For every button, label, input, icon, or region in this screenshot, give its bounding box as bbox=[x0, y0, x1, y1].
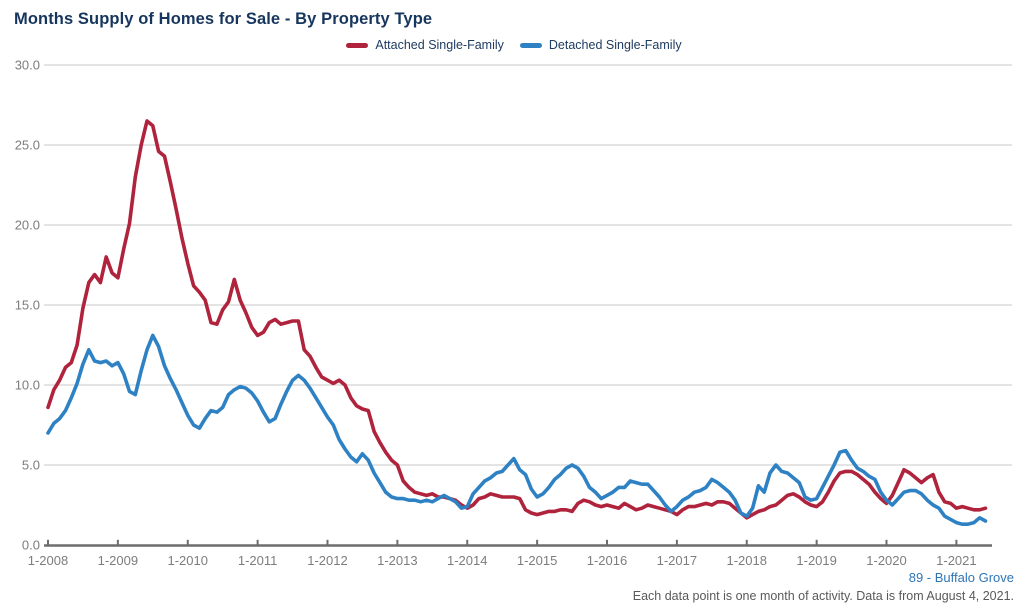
chart-footer: 89 - Buffalo Grove Each data point is on… bbox=[633, 568, 1014, 606]
x-tick-label: 1-2017 bbox=[657, 553, 697, 568]
y-tick-label: 15.0 bbox=[15, 298, 40, 313]
x-tick-label: 1-2014 bbox=[447, 553, 487, 568]
data-note: Each data point is one month of activity… bbox=[632, 589, 1014, 603]
y-tick-label: 30.0 bbox=[15, 58, 40, 73]
report-name-link[interactable]: 89 - Buffalo Grove bbox=[908, 570, 1014, 585]
y-tick-label: 10.0 bbox=[15, 378, 40, 393]
chart-title: Months Supply of Homes for Sale - By Pro… bbox=[14, 10, 433, 28]
x-tick-label: 1-2015 bbox=[517, 553, 557, 568]
x-tick-label: 1-2020 bbox=[866, 553, 906, 568]
x-tick-label: 1-2009 bbox=[98, 553, 138, 568]
y-tick-label: 20.0 bbox=[15, 218, 40, 233]
x-tick-label: 1-2021 bbox=[936, 553, 976, 568]
y-tick-label: 0.0 bbox=[22, 538, 40, 553]
x-tick-label: 1-2012 bbox=[307, 553, 347, 568]
x-tick-label: 1-2011 bbox=[238, 553, 278, 568]
series-line-attached bbox=[46, 119, 988, 520]
x-axis: 1-2008 1-2009 1-2010 1-2011 1-2012 1-2013 1-20… bbox=[28, 539, 992, 568]
y-tick-label: 25.0 bbox=[15, 138, 40, 153]
y-tick-label: 5.0 bbox=[22, 458, 40, 473]
x-tick-label: 1-2008 bbox=[28, 553, 68, 568]
y-axis: 0.0 5.0 10.0 15.0 20.0 25.0 30.0 bbox=[15, 58, 40, 553]
x-tick-label: 1-2016 bbox=[587, 553, 627, 568]
x-tick-label: 1-2010 bbox=[168, 553, 208, 568]
x-tick-label: 1-2013 bbox=[377, 553, 417, 568]
series-line-detached bbox=[46, 333, 988, 527]
x-tick-label: 1-2019 bbox=[796, 553, 836, 568]
x-tick-label: 1-2018 bbox=[727, 553, 767, 568]
